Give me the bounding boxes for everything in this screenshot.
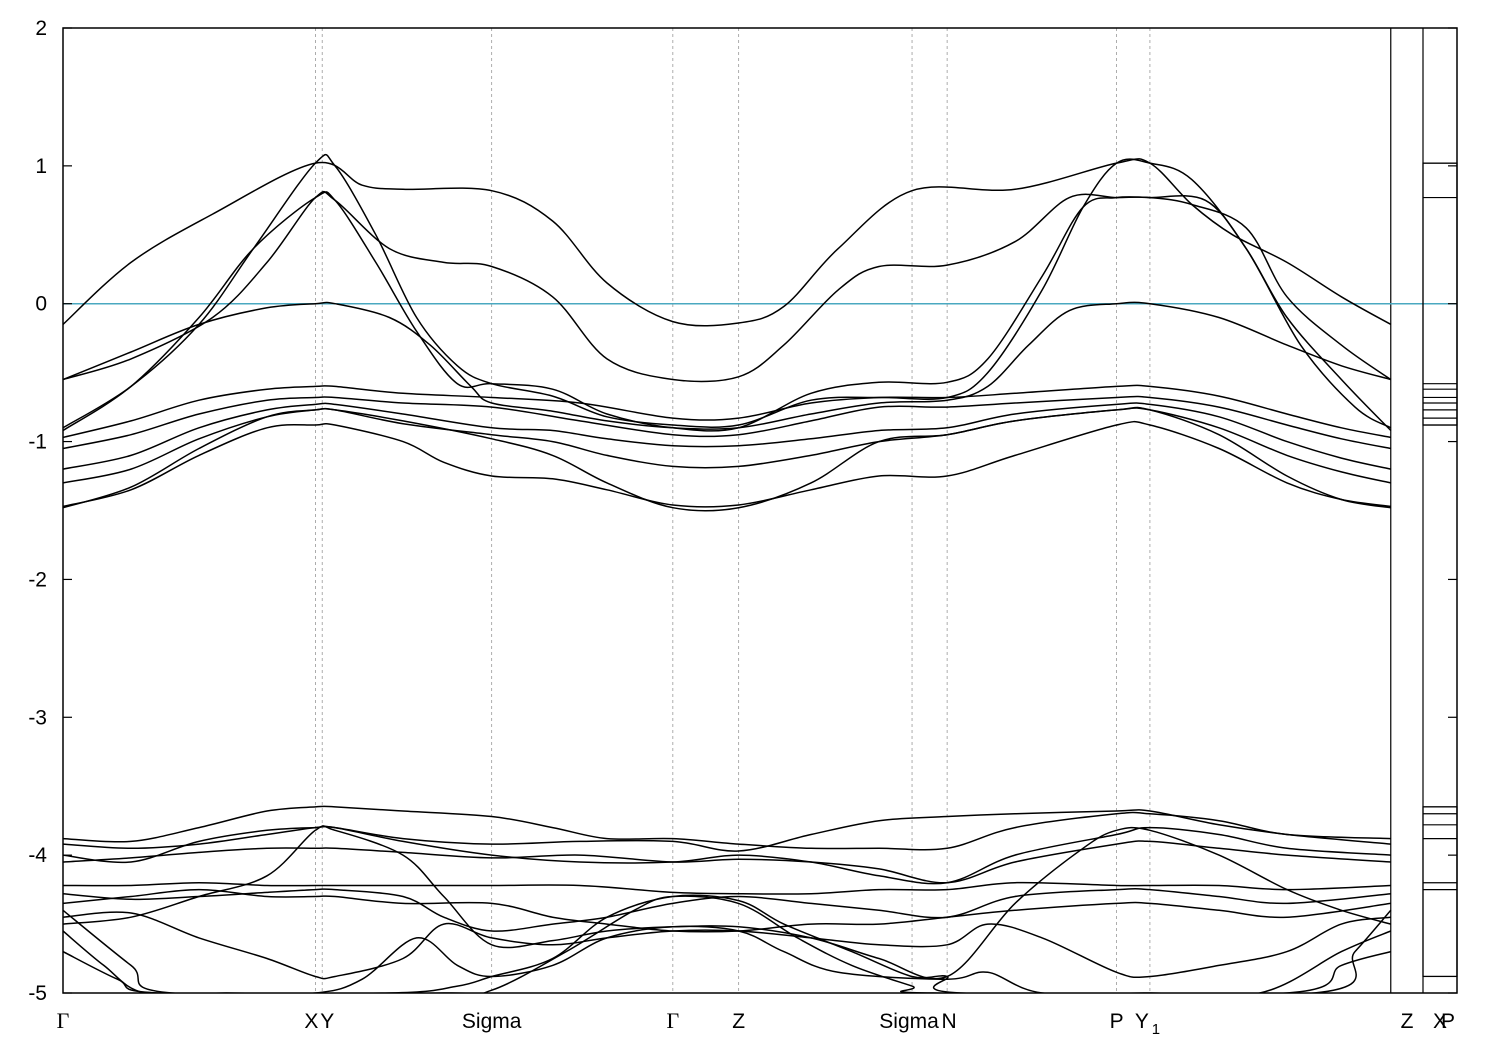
y-tick-label: -2 <box>28 568 47 591</box>
band-line-9 <box>63 420 1391 508</box>
y-axis-ticks: 2 1 0 -1 -2 -3 -4 -5 <box>28 17 1457 1005</box>
k-point-label: P <box>1441 1010 1455 1033</box>
plot-frame <box>62 27 1458 994</box>
k-point-label: Y <box>1135 1010 1149 1033</box>
band-line-20 <box>63 925 1392 993</box>
k-point-label: X <box>304 1010 318 1033</box>
y-tick-label: 1 <box>35 155 47 178</box>
k-point-label: Γ <box>57 1008 70 1033</box>
band-line-14 <box>63 840 1391 884</box>
band-line-17 <box>63 888 1391 933</box>
k-point-label-subscript: 1 <box>1152 1021 1160 1038</box>
band-line-19 <box>63 825 1392 980</box>
k-point-label: N <box>942 1010 957 1033</box>
k-point-label: Z <box>732 1010 745 1033</box>
k-point-label: P <box>1110 1010 1124 1033</box>
k-point-label: Z <box>1401 1010 1414 1033</box>
band-line-4 <box>63 301 1392 430</box>
y-tick-label: -3 <box>28 706 47 729</box>
band-line-21 <box>63 894 1392 993</box>
k-point-label: Y <box>320 1010 334 1033</box>
y-tick-label: 0 <box>35 293 47 316</box>
band-lines <box>63 154 1392 993</box>
band-line-12 <box>63 809 1391 852</box>
band-line-11 <box>63 805 1391 851</box>
k-point-separators <box>315 28 1392 993</box>
band-line-3 <box>63 154 1392 429</box>
k-point-labels: Γ X Y Sigma Γ Z Sigma N P Y 1 Z XP <box>57 1008 1455 1038</box>
band-line-10 <box>63 406 1391 512</box>
y-tick-label: -5 <box>28 982 47 1005</box>
band-line-18 <box>63 911 1391 980</box>
band-line-16 <box>63 888 1391 932</box>
k-point-label: Sigma <box>879 1010 939 1033</box>
band-line-6 <box>63 395 1391 450</box>
k-point-label: Γ <box>666 1008 679 1033</box>
band-line-5 <box>63 384 1391 439</box>
band-line-15 <box>63 881 1391 895</box>
band-line-13 <box>63 825 1391 885</box>
band-line-22 <box>63 895 1392 993</box>
y-tick-label: -1 <box>28 431 47 454</box>
k-point-label: Sigma <box>462 1010 522 1033</box>
band-line-0 <box>63 158 1392 327</box>
y-tick-label: 2 <box>35 17 47 40</box>
band-line-7 <box>63 402 1391 470</box>
k-point-label: X <box>1433 1010 1447 1033</box>
y-tick-label: -4 <box>28 844 47 867</box>
